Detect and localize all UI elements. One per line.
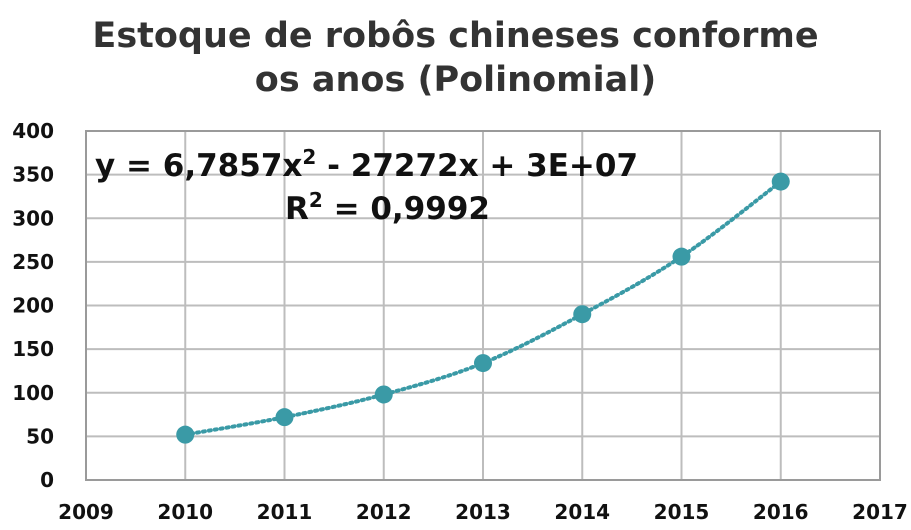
chart-title-line-2: os anos (Polinomial) [254,60,657,100]
y-tick-label: 200 [12,294,54,318]
data-point-2014 [573,305,592,324]
x-axis-ticks: 2009 2010 2011 2012 2013 2014 2015 2016 2017 [58,500,908,524]
y-tick-label: 100 [12,381,54,405]
x-tick-label: 2014 [554,500,610,524]
x-tick-label: 2012 [356,500,412,524]
x-tick-label: 2009 [58,500,114,524]
y-tick-label: 150 [12,337,54,361]
y-tick-label: 0 [40,468,54,492]
y-tick-label: 300 [12,206,54,230]
y-tick-label: 350 [12,163,54,187]
x-tick-label: 2016 [753,500,809,524]
y-tick-label: 250 [12,250,54,274]
trendline-r2: R2 = 0,9992 [285,188,490,227]
data-point-2010 [176,425,195,444]
x-tick-label: 2010 [157,500,213,524]
data-point-2012 [374,385,393,404]
x-tick-label: 2011 [257,500,313,524]
data-point-2011 [275,408,294,427]
data-point-2015 [672,247,691,266]
grid-lines [85,130,881,481]
trendline-equation: y = 6,7857x2 - 27272x + 3E+07 [95,145,638,184]
data-points [176,172,790,444]
y-tick-label: 50 [26,424,54,448]
data-point-2016 [771,172,790,191]
data-point-2013 [474,354,492,373]
y-axis-ticks: 0 50 100 150 200 250 300 350 400 [12,119,54,492]
chart-title-line-1: Estoque de robôs chineses conforme [92,16,819,56]
x-tick-label: 2013 [455,500,511,524]
x-tick-label: 2017 [852,500,908,524]
y-tick-label: 400 [12,119,54,143]
plot-frame [85,130,881,481]
x-tick-label: 2015 [654,500,710,524]
